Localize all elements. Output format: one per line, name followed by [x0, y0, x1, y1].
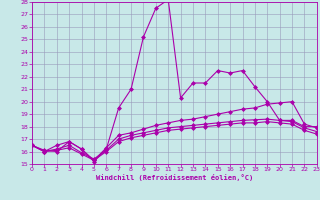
- X-axis label: Windchill (Refroidissement éolien,°C): Windchill (Refroidissement éolien,°C): [96, 174, 253, 181]
